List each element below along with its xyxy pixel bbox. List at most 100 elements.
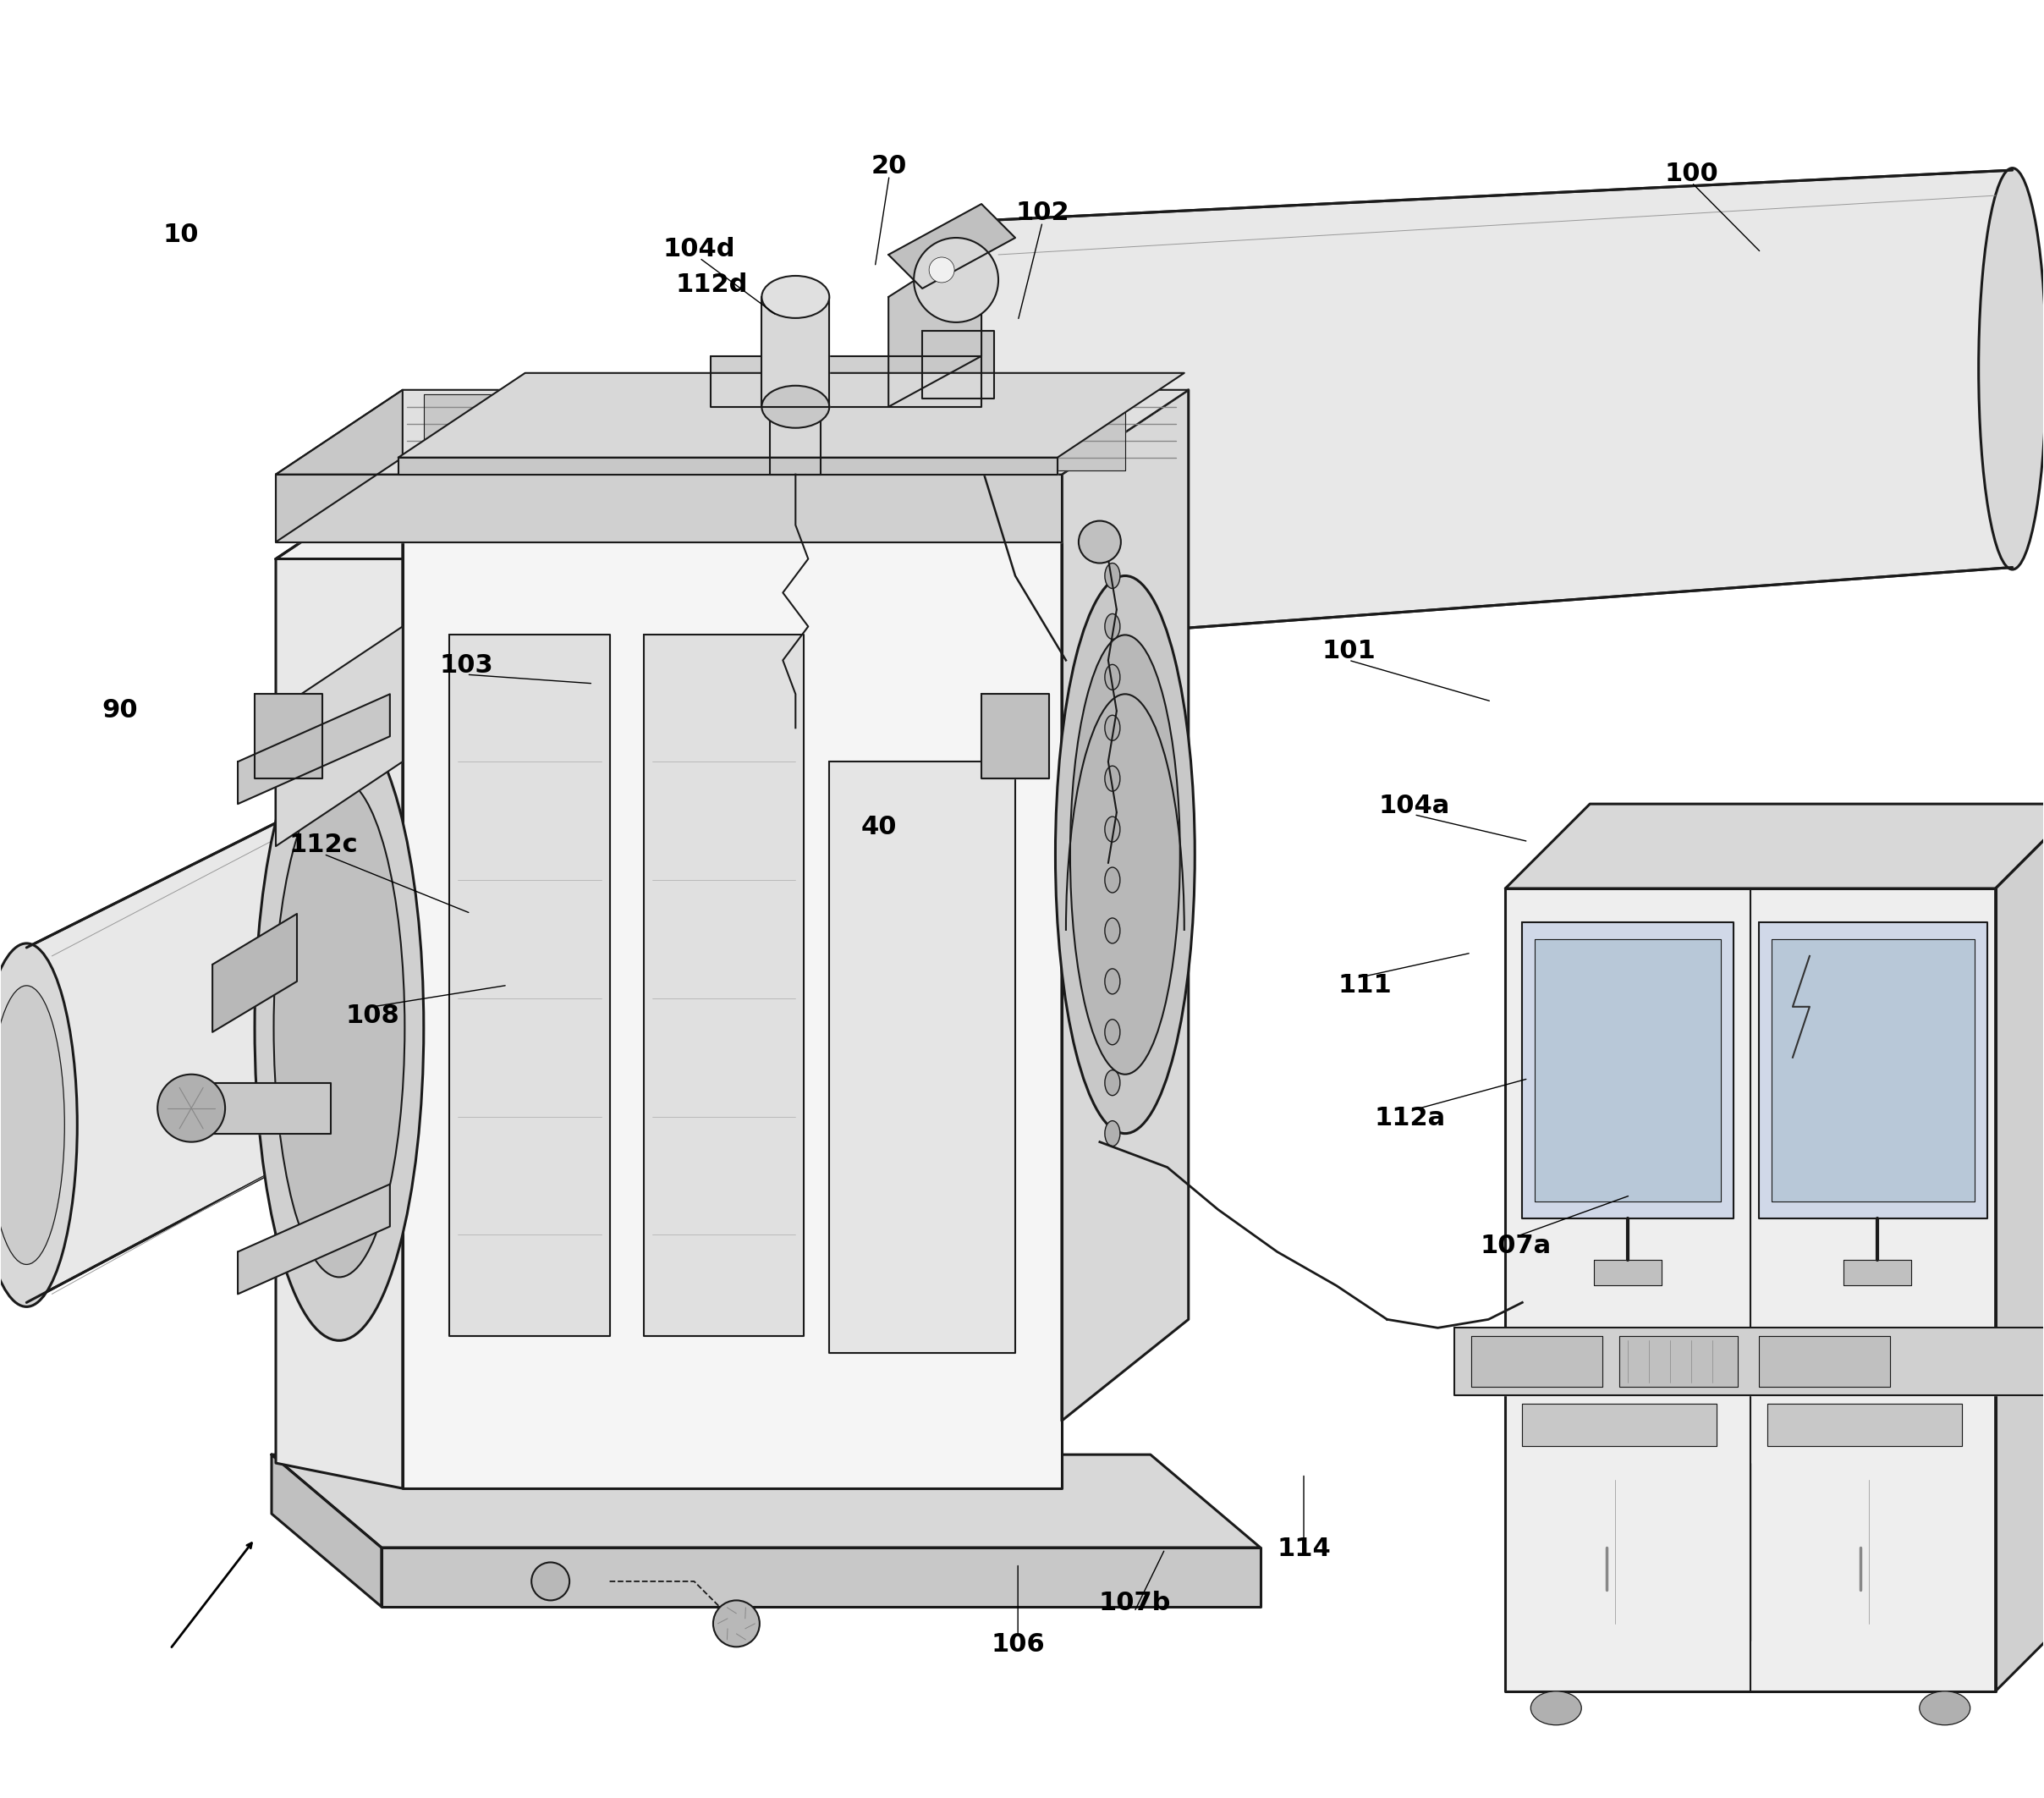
Text: 103: 103 xyxy=(439,653,493,678)
Text: 102: 102 xyxy=(1016,201,1069,225)
Ellipse shape xyxy=(1106,1070,1120,1095)
Text: 112d: 112d xyxy=(677,273,748,297)
Ellipse shape xyxy=(930,257,955,282)
Polygon shape xyxy=(256,694,323,779)
Polygon shape xyxy=(1594,1260,1662,1286)
Ellipse shape xyxy=(1531,1692,1582,1724)
Ellipse shape xyxy=(1106,766,1120,791)
Polygon shape xyxy=(889,203,1016,288)
Polygon shape xyxy=(272,1455,1261,1548)
Text: 20: 20 xyxy=(871,155,908,178)
Ellipse shape xyxy=(0,985,65,1264)
Polygon shape xyxy=(382,1548,1261,1607)
Ellipse shape xyxy=(1106,867,1120,892)
Ellipse shape xyxy=(1106,919,1120,944)
Polygon shape xyxy=(276,475,1061,559)
Polygon shape xyxy=(1760,1336,1891,1386)
Ellipse shape xyxy=(762,385,830,428)
Text: 114: 114 xyxy=(1278,1537,1331,1561)
Polygon shape xyxy=(399,457,1057,475)
Polygon shape xyxy=(237,694,390,804)
Ellipse shape xyxy=(1055,575,1196,1133)
Polygon shape xyxy=(830,762,1016,1354)
Polygon shape xyxy=(1535,939,1721,1201)
Ellipse shape xyxy=(1106,816,1120,841)
Ellipse shape xyxy=(531,1562,570,1600)
Polygon shape xyxy=(276,390,1188,475)
Polygon shape xyxy=(977,171,2013,644)
Text: 112c: 112c xyxy=(290,832,358,858)
Polygon shape xyxy=(1523,922,1733,1217)
Polygon shape xyxy=(889,237,981,406)
Text: 104a: 104a xyxy=(1378,793,1449,818)
Ellipse shape xyxy=(1106,716,1120,741)
Ellipse shape xyxy=(1106,613,1120,638)
Polygon shape xyxy=(399,372,1183,457)
Polygon shape xyxy=(771,406,822,475)
Polygon shape xyxy=(644,635,803,1336)
Ellipse shape xyxy=(274,779,405,1277)
Polygon shape xyxy=(1995,804,2044,1692)
Ellipse shape xyxy=(1079,521,1120,563)
Ellipse shape xyxy=(1979,167,2044,570)
Text: 106: 106 xyxy=(991,1633,1044,1656)
Text: 100: 100 xyxy=(1664,162,1719,185)
Text: 111: 111 xyxy=(1339,973,1392,998)
Polygon shape xyxy=(1768,1404,1962,1446)
Polygon shape xyxy=(1472,1336,1602,1386)
Polygon shape xyxy=(550,394,617,469)
Polygon shape xyxy=(27,804,315,1302)
Polygon shape xyxy=(711,356,981,406)
Text: 108: 108 xyxy=(345,1003,401,1028)
Ellipse shape xyxy=(1106,1019,1120,1045)
Text: 104d: 104d xyxy=(662,237,736,261)
Polygon shape xyxy=(803,394,871,469)
Polygon shape xyxy=(1523,1404,1717,1446)
Polygon shape xyxy=(272,1455,382,1607)
Polygon shape xyxy=(1455,1329,2044,1395)
Polygon shape xyxy=(213,1082,331,1133)
Polygon shape xyxy=(237,1185,390,1295)
Polygon shape xyxy=(1504,804,2044,888)
Polygon shape xyxy=(450,635,609,1336)
Polygon shape xyxy=(1061,390,1188,1420)
Polygon shape xyxy=(1057,394,1124,469)
Ellipse shape xyxy=(1071,635,1179,1075)
Text: 101: 101 xyxy=(1322,638,1376,663)
Text: 107b: 107b xyxy=(1098,1591,1171,1615)
Polygon shape xyxy=(276,626,403,847)
Polygon shape xyxy=(1772,939,1975,1201)
Text: 90: 90 xyxy=(102,698,137,723)
Polygon shape xyxy=(762,297,830,406)
Polygon shape xyxy=(276,390,403,541)
Text: 40: 40 xyxy=(861,814,897,840)
Ellipse shape xyxy=(1106,665,1120,690)
Ellipse shape xyxy=(1919,1692,1970,1724)
Polygon shape xyxy=(677,394,744,469)
Ellipse shape xyxy=(713,1600,760,1647)
Ellipse shape xyxy=(762,275,830,318)
Polygon shape xyxy=(981,694,1049,779)
Polygon shape xyxy=(403,475,1061,1489)
Polygon shape xyxy=(276,475,403,1489)
Polygon shape xyxy=(276,475,1061,541)
Polygon shape xyxy=(934,475,1061,1489)
Text: 10: 10 xyxy=(164,223,198,246)
Polygon shape xyxy=(1844,1260,1911,1286)
Polygon shape xyxy=(1619,1336,1737,1386)
Polygon shape xyxy=(1504,888,1995,1692)
Polygon shape xyxy=(930,394,997,469)
Ellipse shape xyxy=(914,237,997,322)
Polygon shape xyxy=(1760,922,1987,1217)
Polygon shape xyxy=(922,331,993,399)
Text: 107a: 107a xyxy=(1480,1233,1551,1259)
Polygon shape xyxy=(423,394,491,469)
Ellipse shape xyxy=(1106,563,1120,588)
Ellipse shape xyxy=(256,716,423,1341)
Ellipse shape xyxy=(1106,969,1120,994)
Ellipse shape xyxy=(0,944,78,1307)
Ellipse shape xyxy=(157,1075,225,1142)
Text: 112a: 112a xyxy=(1374,1106,1445,1131)
Ellipse shape xyxy=(1106,1120,1120,1145)
Polygon shape xyxy=(213,913,296,1032)
